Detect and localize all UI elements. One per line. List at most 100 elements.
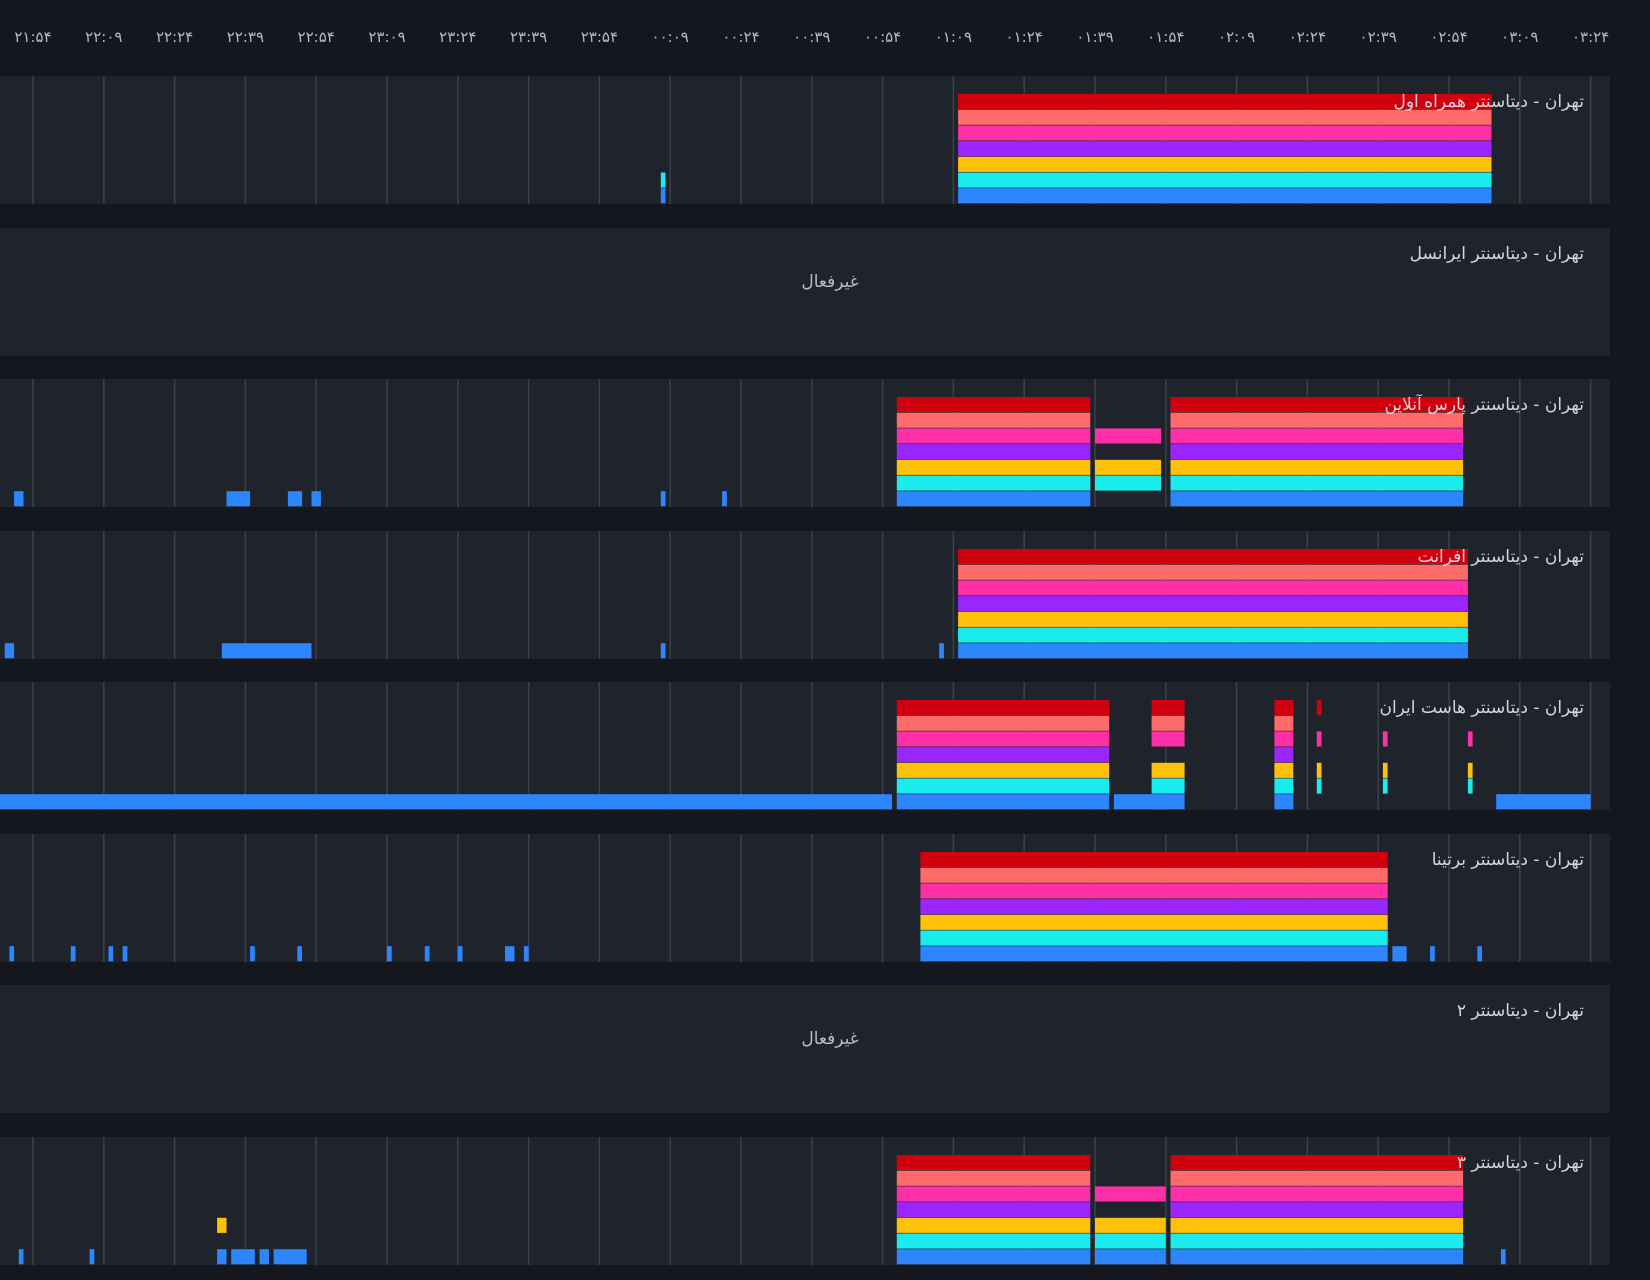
time-tick-label: ۰۲:۳۹ <box>1359 28 1397 46</box>
heatmap-cell <box>920 914 1388 930</box>
panel-heatmap <box>9 833 1592 962</box>
heatmap-cell <box>1316 778 1322 794</box>
heatmap-cell <box>1274 762 1294 778</box>
heatmap-cell <box>1467 778 1473 794</box>
time-tick-label: ۰۲:۰۹ <box>1217 28 1256 46</box>
heatmap-cell <box>70 945 76 961</box>
heatmap-cell <box>1467 762 1473 778</box>
time-tick-label: ۲۳:۳۹ <box>509 28 548 46</box>
time-tick-label: ۰۱:۵۴ <box>1147 28 1185 46</box>
panel-heatmap <box>14 379 1592 507</box>
heatmap-cell <box>920 867 1388 883</box>
heatmap-cell <box>939 642 944 658</box>
heatmap-cell <box>896 747 1110 763</box>
heatmap-cell <box>896 491 1091 507</box>
panel-heatmap <box>18 1136 1592 1265</box>
heatmap-cell <box>18 1248 24 1264</box>
heatmap-cell <box>1170 1233 1464 1249</box>
time-tick-label: ۰۱:۳۹ <box>1076 28 1114 46</box>
heatmap-cell <box>1095 459 1162 475</box>
heatmap-cell <box>250 945 255 961</box>
time-tick-label: ۲۱:۵۴ <box>14 28 52 46</box>
panel-heatmap <box>32 76 1592 204</box>
heatmap-cell <box>4 642 15 658</box>
heatmap-cell <box>217 1248 227 1264</box>
heatmap-cell <box>896 700 1110 716</box>
heatmap-cell <box>896 444 1091 460</box>
heatmap-cell <box>896 1233 1091 1249</box>
time-tick-label: ۰۰:۲۴ <box>722 28 760 46</box>
datacenter-panel: غیرفعال تهران - دیتاسنتر ۲ <box>0 985 1610 1113</box>
heatmap-cell <box>505 945 515 961</box>
heatmap-cell <box>896 412 1091 428</box>
heatmap-cell <box>920 930 1388 946</box>
heatmap-cell <box>1274 715 1294 731</box>
time-tick-label: ۰۰:۳۹ <box>793 28 831 46</box>
heatmap-cell <box>1170 1170 1464 1186</box>
heatmap-cell <box>958 579 1468 595</box>
heatmap-cell <box>896 778 1110 794</box>
panel-heatmap <box>4 530 1592 659</box>
heatmap-cell <box>1170 1248 1464 1264</box>
heatmap-cell <box>1467 731 1473 747</box>
heatmap-cell <box>226 491 251 507</box>
heatmap-cell <box>14 491 24 507</box>
heatmap-cell <box>1151 762 1185 778</box>
heatmap-cell <box>311 491 321 507</box>
heatmap-cell <box>122 945 128 961</box>
heatmap-cell <box>287 491 303 507</box>
heatmap-cell <box>722 491 727 507</box>
heatmap-cell <box>1151 794 1185 810</box>
heatmap-cell <box>958 125 1492 141</box>
time-tick-label: ۲۲:۳۹ <box>226 28 265 46</box>
datacenter-panel: تهران - دیتاسنتر ۳ <box>0 1136 1610 1265</box>
heatmap-cell <box>896 1185 1091 1201</box>
heatmap-cell <box>1095 1185 1166 1201</box>
panel-title: تهران - دیتاسنتر ۲ <box>1456 1001 1584 1021</box>
panel-title: تهران - دیتاسنتر افرانت <box>1417 546 1584 567</box>
heatmap-cell <box>1151 731 1185 747</box>
heatmap-cell <box>1316 731 1322 747</box>
time-tick-label: ۰۳:۲۴ <box>1571 28 1610 46</box>
time-tick-label: ۲۳:۲۴ <box>439 28 477 46</box>
time-tick-label: ۰۱:۰۹ <box>934 28 973 46</box>
time-tick-label: ۲۲:۲۴ <box>155 28 194 46</box>
heatmap-cell <box>958 94 1492 110</box>
heatmap-cell <box>958 611 1468 627</box>
time-tick-label: ۰۰:۰۹ <box>651 28 689 46</box>
heatmap-cell <box>1316 700 1322 716</box>
heatmap-cell <box>896 475 1091 491</box>
heatmap-cell <box>0 794 892 810</box>
heatmap-cell <box>1170 444 1464 460</box>
heatmap-cell <box>660 642 666 658</box>
heatmap-cell <box>896 1248 1091 1264</box>
heatmap-cell <box>1382 778 1388 794</box>
heatmap-cell <box>896 428 1091 444</box>
heatmap-cell <box>457 945 463 961</box>
heatmap-cell <box>1274 700 1294 716</box>
panel-status-inactive: غیرفعال <box>801 271 859 292</box>
heatmap-cell <box>1170 1185 1464 1201</box>
time-tick-label: ۰۳:۰۹ <box>1501 28 1539 46</box>
heatmap-cell <box>896 459 1091 475</box>
heatmap-cell <box>958 642 1468 658</box>
heatmap-cell <box>1274 747 1294 763</box>
heatmap-cell <box>1170 1154 1464 1170</box>
time-tick-label: ۲۳:۵۴ <box>580 28 619 46</box>
heatmap-cell <box>896 762 1110 778</box>
heatmap-cell <box>523 945 529 961</box>
heatmap-cell <box>1496 794 1591 810</box>
heatmap-cell <box>1095 1248 1166 1264</box>
heatmap-cell <box>1095 475 1162 491</box>
panel-title: تهران - دیتاسنتر هاست ایران <box>1379 698 1584 718</box>
time-axis: ۲۱:۵۴ ۲۲:۰۹ ۲۲:۲۴ ۲۲:۳۹ ۲۲:۵۴ ۲۳:۰۹ ۲۳:۲۴ ۲۳:۳۹… <box>0 0 1650 72</box>
heatmap-cell <box>424 945 430 961</box>
heatmap-cell <box>1170 1217 1464 1233</box>
heatmap-cell <box>896 794 1110 810</box>
heatmap-cell <box>896 1170 1091 1186</box>
heatmap-cell <box>1170 397 1464 413</box>
heatmap-cell <box>89 1248 95 1264</box>
heatmap-cell <box>1382 731 1388 747</box>
datacenter-panel: تهران - دیتاسنتر پارس آنلاین <box>0 379 1610 507</box>
heatmap-cell <box>660 491 666 507</box>
